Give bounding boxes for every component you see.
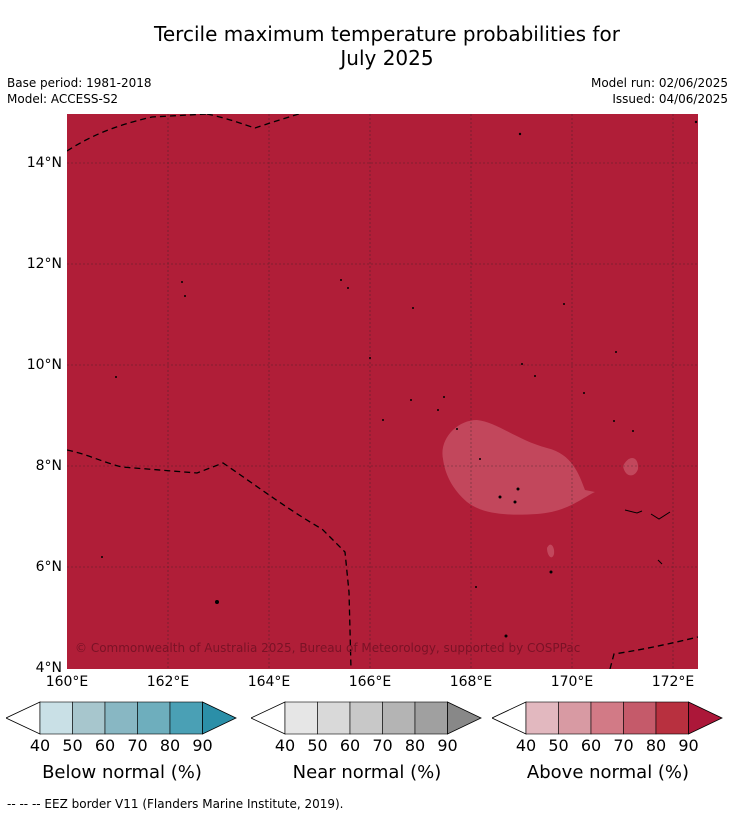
map-canvas — [67, 114, 698, 669]
model-name: Model: ACCESS-S2 — [7, 92, 119, 106]
colorbar-tick: 40 — [515, 736, 537, 755]
lat-label: 6°N — [35, 559, 62, 575]
colorbar-max-arrow — [202, 701, 237, 735]
lat-label: 14°N — [26, 155, 62, 171]
colorbar-segment — [317, 701, 351, 735]
colorbar-tick: 90 — [437, 736, 458, 755]
lon-label: 170°E — [550, 674, 594, 690]
colorbar-tick: 70 — [127, 736, 148, 755]
colorbar-segment — [414, 701, 448, 735]
copyright-notice: © Commonwealth of Australia 2025, Bureau… — [75, 641, 581, 655]
lat-label: 8°N — [35, 458, 62, 474]
lat-label: 12°N — [26, 256, 62, 272]
lon-label: 162°E — [146, 674, 190, 690]
lat-label: 4°N — [35, 660, 62, 676]
map-title: Tercile maximum temperature probabilitie… — [0, 22, 736, 70]
lon-label: 168°E — [449, 674, 493, 690]
below-normal-colorbar — [6, 701, 237, 735]
above-normal-label: Above normal (%) — [526, 762, 690, 783]
lower-probability-area — [442, 420, 595, 515]
eez-border — [206, 114, 300, 129]
issued-date: Issued: 04/06/2025 — [612, 92, 728, 106]
eez-border — [67, 114, 208, 152]
colorbar-tick: 50 — [548, 736, 569, 755]
title-line-2: July 2025 — [340, 46, 434, 70]
colorbar-tick: 80 — [404, 736, 426, 755]
base-period: Base period: 1981-2018 — [7, 76, 152, 90]
model-run: Model run: 02/06/2025 — [590, 76, 728, 90]
lat-label: 10°N — [26, 357, 62, 373]
colorbar-segment — [137, 701, 171, 735]
colorbar-segment — [284, 701, 318, 735]
colorbar-max-arrow — [688, 701, 723, 735]
near-normal-label: Near normal (%) — [292, 762, 442, 783]
colorbar-segment — [590, 701, 624, 735]
colorbar-segment — [169, 701, 203, 735]
colorbar-segment — [39, 701, 73, 735]
meta-right: Model run: 02/06/2025 Issued: 04/06/2025 — [591, 75, 728, 107]
near-normal-colorbar — [251, 701, 482, 735]
colorbar-segment — [558, 701, 592, 735]
colorbar-tick: 90 — [678, 736, 699, 755]
colorbar-segment — [104, 701, 138, 735]
colorbar-segment — [72, 701, 106, 735]
colorbar-min-arrow — [492, 701, 527, 735]
lower-probability-patch — [547, 544, 555, 558]
probability-field — [67, 114, 698, 669]
colorbar-tick: 60 — [580, 736, 602, 755]
colorbar-min-arrow — [6, 701, 41, 735]
eez-borders — [67, 114, 698, 669]
colorbar-segment — [382, 701, 416, 735]
lon-label: 172°E — [651, 674, 695, 690]
eez-border — [67, 449, 352, 669]
colorbar-max-arrow — [447, 701, 482, 735]
colorbar-segment — [525, 701, 559, 735]
islands — [101, 120, 698, 638]
eez-border — [609, 636, 698, 669]
eez-footnote: -- -- -- EEZ border V11 (Flanders Marine… — [7, 797, 344, 811]
colorbar-tick: 80 — [159, 736, 181, 755]
lon-label: 166°E — [348, 674, 392, 690]
colorbar-tick: 50 — [62, 736, 83, 755]
map-panel — [67, 114, 698, 669]
colorbar-segment — [623, 701, 657, 735]
colorbar-tick: 60 — [94, 736, 116, 755]
meta-left: Base period: 1981-2018 Model: ACCESS-S2 — [7, 75, 152, 107]
colorbar-tick: 50 — [307, 736, 328, 755]
colorbar-tick: 70 — [613, 736, 634, 755]
lon-label: 164°E — [247, 674, 291, 690]
colorbar-tick: 40 — [274, 736, 296, 755]
colorbar-segment — [349, 701, 383, 735]
colorbar-tick: 80 — [645, 736, 667, 755]
title-line-1: Tercile maximum temperature probabilitie… — [154, 22, 620, 46]
lower-probability-patch — [623, 458, 639, 476]
colorbar-min-arrow — [251, 701, 286, 735]
above-normal-colorbar — [492, 701, 723, 735]
lon-label: 160°E — [45, 674, 89, 690]
colorbar-tick: 90 — [192, 736, 213, 755]
colorbar-tick: 40 — [29, 736, 51, 755]
colorbar-tick: 60 — [339, 736, 361, 755]
colorbar-segment — [655, 701, 689, 735]
graticule — [67, 114, 698, 669]
below-normal-label: Below normal (%) — [42, 762, 202, 783]
colorbar-tick: 70 — [372, 736, 393, 755]
